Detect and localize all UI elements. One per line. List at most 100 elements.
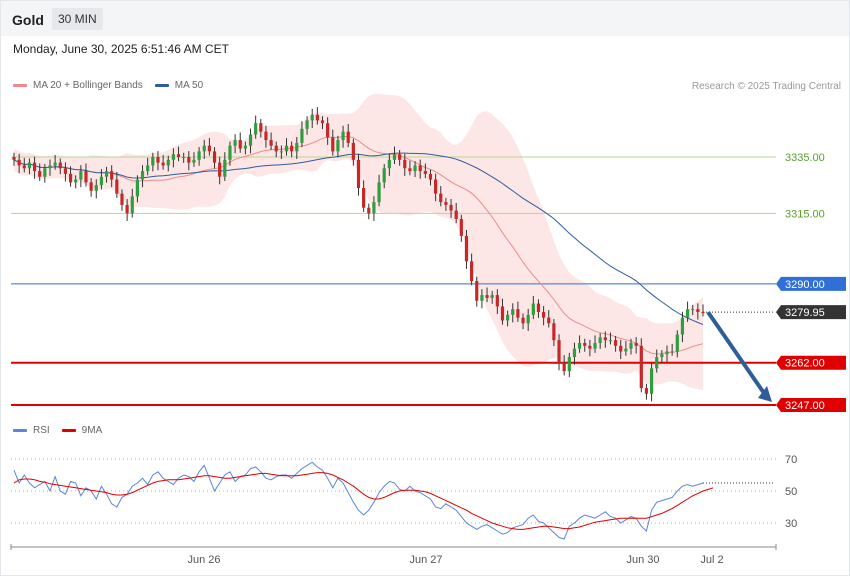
candle-body xyxy=(670,351,674,353)
candle-body xyxy=(485,295,489,298)
level-label-3247.00: 3247.00 xyxy=(785,400,825,412)
candle-body xyxy=(68,173,73,183)
candle-body xyxy=(166,159,170,166)
candle-body xyxy=(202,145,206,152)
candle-body xyxy=(418,165,422,172)
candle-body xyxy=(613,340,618,346)
candle-body xyxy=(187,157,191,163)
price-legend: MA 20 + Bollinger Bands MA 50 xyxy=(13,80,203,91)
candle-body xyxy=(557,340,561,363)
level-tag-3262.00 xyxy=(776,355,846,370)
candle-body xyxy=(588,345,592,349)
candle-body xyxy=(603,337,607,341)
candle-body xyxy=(171,154,175,160)
ma20-legend-label: MA 20 + Bollinger Bands xyxy=(33,80,143,91)
candle-body xyxy=(449,204,453,211)
rsi-tick-30: 30 xyxy=(785,518,797,530)
level-label-3335.00: 3335.00 xyxy=(785,152,825,164)
bollinger-band xyxy=(14,93,703,391)
candle-body xyxy=(84,171,88,183)
candle-body xyxy=(279,151,283,153)
candle-body xyxy=(362,188,366,208)
candle-body xyxy=(583,343,587,346)
level-label-3279.95: 3279.95 xyxy=(785,307,825,319)
candle-body xyxy=(156,157,160,163)
candle-body xyxy=(567,357,571,372)
ma50-legend-label: MA 50 xyxy=(174,80,204,91)
candle-body xyxy=(439,193,443,203)
ma50-swatch xyxy=(154,84,169,87)
candle-body xyxy=(675,334,679,352)
candle-body xyxy=(547,317,551,324)
candle-body xyxy=(228,145,232,160)
candle-body xyxy=(120,193,124,205)
candle-body xyxy=(660,354,664,358)
candle-body xyxy=(341,131,345,141)
candle-body xyxy=(135,179,140,197)
symbol-title: Gold xyxy=(12,12,44,28)
candle-body xyxy=(254,123,258,135)
candle-body xyxy=(531,303,535,315)
candle-body xyxy=(38,171,42,177)
candle-body xyxy=(63,168,68,174)
candle-body xyxy=(351,142,355,160)
candle-body xyxy=(320,120,325,124)
candle-body xyxy=(48,165,52,169)
candle-body xyxy=(639,345,643,389)
candle-body xyxy=(428,173,433,180)
candle-body xyxy=(315,114,319,121)
candle-body xyxy=(464,235,469,262)
candle-body xyxy=(423,171,427,174)
candle-body xyxy=(110,171,114,180)
candle-body xyxy=(444,202,448,205)
candle-body xyxy=(577,343,582,349)
candle-body xyxy=(89,182,93,191)
candle-body xyxy=(511,309,515,315)
rsi-tick-50: 50 xyxy=(785,486,797,498)
candle-body xyxy=(192,159,196,163)
candle-body xyxy=(644,388,649,394)
candle-body xyxy=(634,343,638,346)
candle-body xyxy=(146,165,150,172)
candle-body xyxy=(212,151,217,163)
candle-body xyxy=(526,314,530,324)
candle-body xyxy=(53,162,57,166)
candle-body xyxy=(367,207,371,214)
rsi-swatch xyxy=(13,429,27,432)
candle-body xyxy=(207,145,211,152)
candle-body xyxy=(130,196,134,214)
candle-body xyxy=(516,309,520,318)
candle-body xyxy=(655,357,659,369)
candle-body xyxy=(176,154,181,157)
candle-body xyxy=(94,185,98,191)
x-tick-label: Jun 27 xyxy=(409,554,442,566)
level-label-3262.00: 3262.00 xyxy=(785,358,825,370)
candle-body xyxy=(356,159,361,188)
candle-body xyxy=(243,145,247,149)
rsi-line xyxy=(13,461,704,540)
candle-body xyxy=(17,159,21,166)
candle-body xyxy=(284,145,289,152)
timeframe-button[interactable]: 30 MIN xyxy=(52,8,103,30)
level-label-3290.00: 3290.00 xyxy=(785,279,825,291)
candle-body xyxy=(43,168,47,177)
candle-body xyxy=(58,162,62,169)
forecast-arrow-head xyxy=(758,386,772,402)
candle-body xyxy=(572,348,577,358)
candle-body xyxy=(346,131,350,143)
candle-body xyxy=(264,131,268,141)
candle-body xyxy=(608,340,613,342)
candle-body xyxy=(480,295,484,301)
candle-body xyxy=(197,151,201,160)
candle-body xyxy=(377,182,381,203)
candle-body xyxy=(701,312,705,313)
rsi-ma-legend-label: 9MA xyxy=(81,425,103,436)
candle-body xyxy=(619,345,623,352)
candle-body xyxy=(624,348,628,352)
candle-body xyxy=(470,261,474,281)
candle-body xyxy=(151,157,155,166)
ma20-swatch xyxy=(13,84,27,87)
candle-body xyxy=(593,343,597,349)
candle-body xyxy=(74,179,78,183)
